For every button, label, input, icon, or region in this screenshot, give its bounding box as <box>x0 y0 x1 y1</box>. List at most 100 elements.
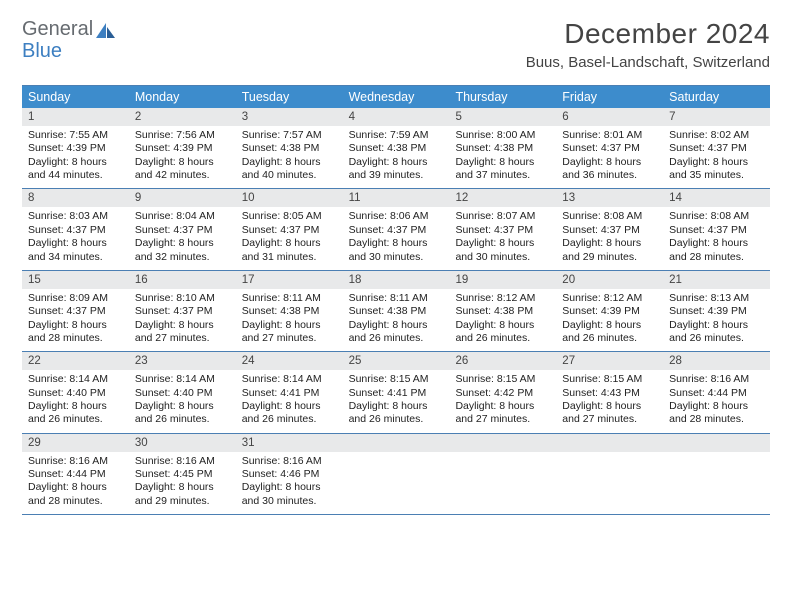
day-number: 16 <box>129 271 236 289</box>
calendar-day: 5Sunrise: 8:00 AMSunset: 4:38 PMDaylight… <box>449 108 556 188</box>
calendar-day: 8Sunrise: 8:03 AMSunset: 4:37 PMDaylight… <box>22 189 129 269</box>
day-number: 25 <box>343 352 450 370</box>
sunset-line: Sunset: 4:38 PM <box>349 305 444 318</box>
sunset-line: Sunset: 4:41 PM <box>242 387 337 400</box>
day-body: Sunrise: 7:59 AMSunset: 4:38 PMDaylight:… <box>343 126 450 189</box>
day-body: Sunrise: 8:08 AMSunset: 4:37 PMDaylight:… <box>556 207 663 270</box>
day-body: Sunrise: 8:10 AMSunset: 4:37 PMDaylight:… <box>129 289 236 352</box>
calendar-day: 27Sunrise: 8:15 AMSunset: 4:43 PMDayligh… <box>556 352 663 432</box>
calendar-week: 22Sunrise: 8:14 AMSunset: 4:40 PMDayligh… <box>22 352 770 433</box>
calendar-day: 21Sunrise: 8:13 AMSunset: 4:39 PMDayligh… <box>663 271 770 351</box>
weekday-header: Friday <box>556 86 663 108</box>
sunset-line: Sunset: 4:37 PM <box>562 142 657 155</box>
sunset-line: Sunset: 4:37 PM <box>669 224 764 237</box>
daylight-line: Daylight: 8 hours and 29 minutes. <box>562 237 657 264</box>
sunset-line: Sunset: 4:37 PM <box>455 224 550 237</box>
daylight-line: Daylight: 8 hours and 29 minutes. <box>135 481 230 508</box>
sunrise-line: Sunrise: 8:10 AM <box>135 292 230 305</box>
sunset-line: Sunset: 4:37 PM <box>669 142 764 155</box>
logo-sail-icon <box>95 21 117 39</box>
sunset-line: Sunset: 4:37 PM <box>135 224 230 237</box>
day-number: 15 <box>22 271 129 289</box>
daylight-line: Daylight: 8 hours and 39 minutes. <box>349 156 444 183</box>
location: Buus, Basel-Landschaft, Switzerland <box>526 54 770 71</box>
day-body: Sunrise: 8:14 AMSunset: 4:40 PMDaylight:… <box>22 370 129 433</box>
sunrise-line: Sunrise: 7:59 AM <box>349 129 444 142</box>
day-number: 28 <box>663 352 770 370</box>
day-body: Sunrise: 8:12 AMSunset: 4:39 PMDaylight:… <box>556 289 663 352</box>
daylight-line: Daylight: 8 hours and 27 minutes. <box>455 400 550 427</box>
daylight-line: Daylight: 8 hours and 28 minutes. <box>669 237 764 264</box>
daylight-line: Daylight: 8 hours and 42 minutes. <box>135 156 230 183</box>
day-number: 8 <box>22 189 129 207</box>
calendar-week: 15Sunrise: 8:09 AMSunset: 4:37 PMDayligh… <box>22 271 770 352</box>
day-body: Sunrise: 7:55 AMSunset: 4:39 PMDaylight:… <box>22 126 129 189</box>
day-number: 3 <box>236 108 343 126</box>
calendar: SundayMondayTuesdayWednesdayThursdayFrid… <box>22 85 770 515</box>
sunrise-line: Sunrise: 8:00 AM <box>455 129 550 142</box>
day-body: Sunrise: 8:03 AMSunset: 4:37 PMDaylight:… <box>22 207 129 270</box>
calendar-day <box>343 434 450 514</box>
calendar-day: 6Sunrise: 8:01 AMSunset: 4:37 PMDaylight… <box>556 108 663 188</box>
calendar-day: 15Sunrise: 8:09 AMSunset: 4:37 PMDayligh… <box>22 271 129 351</box>
daylight-line: Daylight: 8 hours and 26 minutes. <box>349 319 444 346</box>
day-body: Sunrise: 8:16 AMSunset: 4:44 PMDaylight:… <box>22 452 129 515</box>
sunrise-line: Sunrise: 8:16 AM <box>28 455 123 468</box>
day-body <box>556 452 663 500</box>
day-body: Sunrise: 8:11 AMSunset: 4:38 PMDaylight:… <box>343 289 450 352</box>
day-body <box>449 452 556 500</box>
sunrise-line: Sunrise: 8:16 AM <box>135 455 230 468</box>
sunset-line: Sunset: 4:40 PM <box>28 387 123 400</box>
day-body: Sunrise: 8:00 AMSunset: 4:38 PMDaylight:… <box>449 126 556 189</box>
day-number: 31 <box>236 434 343 452</box>
calendar-day: 22Sunrise: 8:14 AMSunset: 4:40 PMDayligh… <box>22 352 129 432</box>
calendar-day: 25Sunrise: 8:15 AMSunset: 4:41 PMDayligh… <box>343 352 450 432</box>
sunrise-line: Sunrise: 8:01 AM <box>562 129 657 142</box>
sunset-line: Sunset: 4:38 PM <box>242 142 337 155</box>
sunrise-line: Sunrise: 8:07 AM <box>455 210 550 223</box>
daylight-line: Daylight: 8 hours and 26 minutes. <box>455 319 550 346</box>
sunrise-line: Sunrise: 8:11 AM <box>349 292 444 305</box>
daylight-line: Daylight: 8 hours and 32 minutes. <box>135 237 230 264</box>
sunrise-line: Sunrise: 8:12 AM <box>455 292 550 305</box>
day-body: Sunrise: 8:15 AMSunset: 4:43 PMDaylight:… <box>556 370 663 433</box>
daylight-line: Daylight: 8 hours and 30 minutes. <box>455 237 550 264</box>
daylight-line: Daylight: 8 hours and 28 minutes. <box>28 481 123 508</box>
daylight-line: Daylight: 8 hours and 35 minutes. <box>669 156 764 183</box>
day-number <box>556 434 663 452</box>
sunset-line: Sunset: 4:37 PM <box>135 305 230 318</box>
calendar-day <box>663 434 770 514</box>
day-body: Sunrise: 8:06 AMSunset: 4:37 PMDaylight:… <box>343 207 450 270</box>
daylight-line: Daylight: 8 hours and 34 minutes. <box>28 237 123 264</box>
day-body: Sunrise: 8:02 AMSunset: 4:37 PMDaylight:… <box>663 126 770 189</box>
daylight-line: Daylight: 8 hours and 26 minutes. <box>242 400 337 427</box>
daylight-line: Daylight: 8 hours and 26 minutes. <box>349 400 444 427</box>
calendar-day: 10Sunrise: 8:05 AMSunset: 4:37 PMDayligh… <box>236 189 343 269</box>
day-number <box>663 434 770 452</box>
weekday-header: Tuesday <box>236 86 343 108</box>
day-number: 2 <box>129 108 236 126</box>
day-body: Sunrise: 7:56 AMSunset: 4:39 PMDaylight:… <box>129 126 236 189</box>
weekday-header-row: SundayMondayTuesdayWednesdayThursdayFrid… <box>22 86 770 108</box>
calendar-day: 23Sunrise: 8:14 AMSunset: 4:40 PMDayligh… <box>129 352 236 432</box>
daylight-line: Daylight: 8 hours and 30 minutes. <box>349 237 444 264</box>
day-body: Sunrise: 8:16 AMSunset: 4:44 PMDaylight:… <box>663 370 770 433</box>
sunrise-line: Sunrise: 8:13 AM <box>669 292 764 305</box>
day-number: 12 <box>449 189 556 207</box>
sunrise-line: Sunrise: 7:55 AM <box>28 129 123 142</box>
weekday-header: Wednesday <box>343 86 450 108</box>
day-number: 26 <box>449 352 556 370</box>
day-body: Sunrise: 8:14 AMSunset: 4:40 PMDaylight:… <box>129 370 236 433</box>
day-number: 21 <box>663 271 770 289</box>
logo-word2: Blue <box>22 40 62 63</box>
weekday-header: Sunday <box>22 86 129 108</box>
sunrise-line: Sunrise: 8:14 AM <box>135 373 230 386</box>
daylight-line: Daylight: 8 hours and 26 minutes. <box>135 400 230 427</box>
sunrise-line: Sunrise: 8:14 AM <box>28 373 123 386</box>
day-number: 22 <box>22 352 129 370</box>
day-number: 4 <box>343 108 450 126</box>
day-number: 11 <box>343 189 450 207</box>
weekday-header: Saturday <box>663 86 770 108</box>
calendar-week: 29Sunrise: 8:16 AMSunset: 4:44 PMDayligh… <box>22 434 770 515</box>
calendar-day: 3Sunrise: 7:57 AMSunset: 4:38 PMDaylight… <box>236 108 343 188</box>
